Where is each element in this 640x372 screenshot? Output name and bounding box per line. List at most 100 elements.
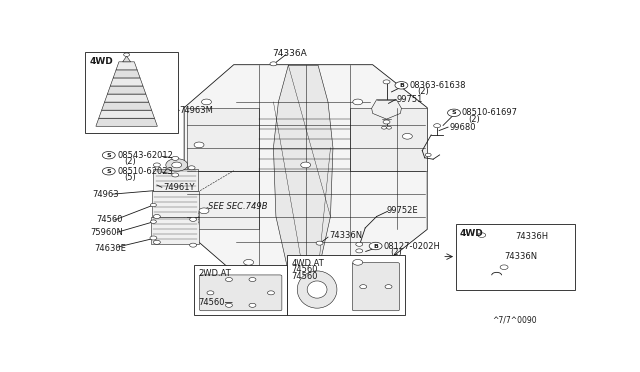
Text: 4WD.AT: 4WD.AT (291, 260, 324, 269)
Circle shape (403, 134, 412, 139)
Circle shape (447, 109, 460, 116)
Polygon shape (187, 108, 259, 171)
Polygon shape (110, 78, 143, 86)
Bar (85, 52, 178, 134)
Text: 99680: 99680 (449, 123, 476, 132)
Text: 74560: 74560 (291, 265, 318, 274)
Text: S: S (106, 169, 111, 174)
Circle shape (353, 99, 363, 105)
Circle shape (124, 53, 130, 57)
Circle shape (385, 285, 392, 289)
Text: (2): (2) (125, 157, 136, 166)
Circle shape (207, 291, 214, 295)
FancyBboxPatch shape (200, 275, 282, 311)
Circle shape (154, 163, 161, 167)
Circle shape (360, 285, 367, 289)
Polygon shape (116, 62, 137, 70)
Bar (151, 217, 199, 244)
Text: 08363-61638: 08363-61638 (410, 81, 466, 90)
Circle shape (102, 167, 115, 175)
Circle shape (316, 241, 323, 245)
Polygon shape (113, 70, 140, 78)
Circle shape (150, 236, 157, 240)
Ellipse shape (307, 281, 327, 298)
Text: B: B (373, 244, 378, 248)
Circle shape (383, 80, 390, 84)
Polygon shape (187, 171, 259, 230)
Text: 08510-62023: 08510-62023 (117, 167, 173, 176)
Text: (5): (5) (125, 173, 136, 182)
Text: 74560: 74560 (96, 215, 122, 224)
Text: 08543-62012: 08543-62012 (117, 151, 173, 160)
Circle shape (268, 291, 275, 295)
Circle shape (356, 249, 363, 253)
Circle shape (434, 124, 440, 128)
Bar (154, 169, 198, 191)
Circle shape (369, 242, 382, 250)
Circle shape (244, 260, 253, 265)
Polygon shape (123, 56, 131, 62)
Circle shape (189, 217, 196, 221)
Circle shape (154, 240, 161, 244)
Bar (152, 191, 199, 217)
Polygon shape (99, 110, 154, 118)
Circle shape (166, 158, 188, 171)
Circle shape (225, 278, 232, 282)
Circle shape (353, 260, 363, 265)
Text: 2WD.AT: 2WD.AT (198, 269, 231, 279)
Circle shape (150, 220, 156, 223)
Text: 4WD: 4WD (460, 229, 484, 238)
Circle shape (383, 120, 390, 124)
Text: 74336H: 74336H (515, 232, 548, 241)
Text: 74963M: 74963M (179, 106, 213, 115)
Polygon shape (372, 100, 401, 119)
Polygon shape (104, 94, 148, 102)
Circle shape (381, 126, 387, 129)
Ellipse shape (297, 271, 337, 308)
Circle shape (172, 173, 179, 177)
Bar (194, 265, 287, 315)
Text: 74630E: 74630E (94, 244, 126, 253)
Text: 4WD: 4WD (90, 57, 114, 66)
Circle shape (249, 303, 256, 307)
Polygon shape (273, 65, 333, 272)
Text: 74560: 74560 (291, 272, 318, 281)
Circle shape (270, 62, 277, 66)
FancyBboxPatch shape (352, 263, 399, 311)
Polygon shape (96, 118, 157, 126)
Text: S: S (452, 110, 456, 115)
Text: S: S (106, 153, 111, 158)
Circle shape (194, 142, 204, 148)
Circle shape (172, 162, 182, 168)
Circle shape (356, 242, 363, 246)
Circle shape (202, 99, 211, 105)
Circle shape (102, 151, 115, 159)
Text: (2): (2) (468, 115, 480, 124)
Circle shape (500, 265, 508, 269)
Circle shape (154, 215, 161, 218)
Circle shape (478, 233, 486, 237)
Text: 08510-61697: 08510-61697 (462, 108, 518, 117)
Bar (456, 224, 575, 289)
Text: 75960N: 75960N (90, 228, 123, 237)
Text: SEE SEC.749B: SEE SEC.749B (208, 202, 268, 211)
Bar (287, 255, 405, 315)
Circle shape (188, 166, 195, 170)
Circle shape (172, 156, 179, 160)
Text: 74963: 74963 (92, 190, 119, 199)
Text: 74560—: 74560— (198, 298, 233, 307)
Circle shape (395, 81, 408, 89)
Text: 99752E: 99752E (387, 206, 418, 215)
Circle shape (387, 126, 392, 129)
Text: 08127-0202H: 08127-0202H (383, 241, 440, 250)
Text: B: B (399, 83, 404, 88)
Text: 74336N: 74336N (504, 252, 538, 261)
Text: (2): (2) (390, 248, 402, 257)
Circle shape (150, 203, 156, 207)
Text: (2): (2) (417, 87, 429, 96)
Polygon shape (102, 102, 152, 110)
Circle shape (189, 243, 196, 247)
Text: ^7/7^0090: ^7/7^0090 (493, 316, 538, 325)
Polygon shape (350, 108, 428, 171)
Polygon shape (108, 86, 146, 94)
